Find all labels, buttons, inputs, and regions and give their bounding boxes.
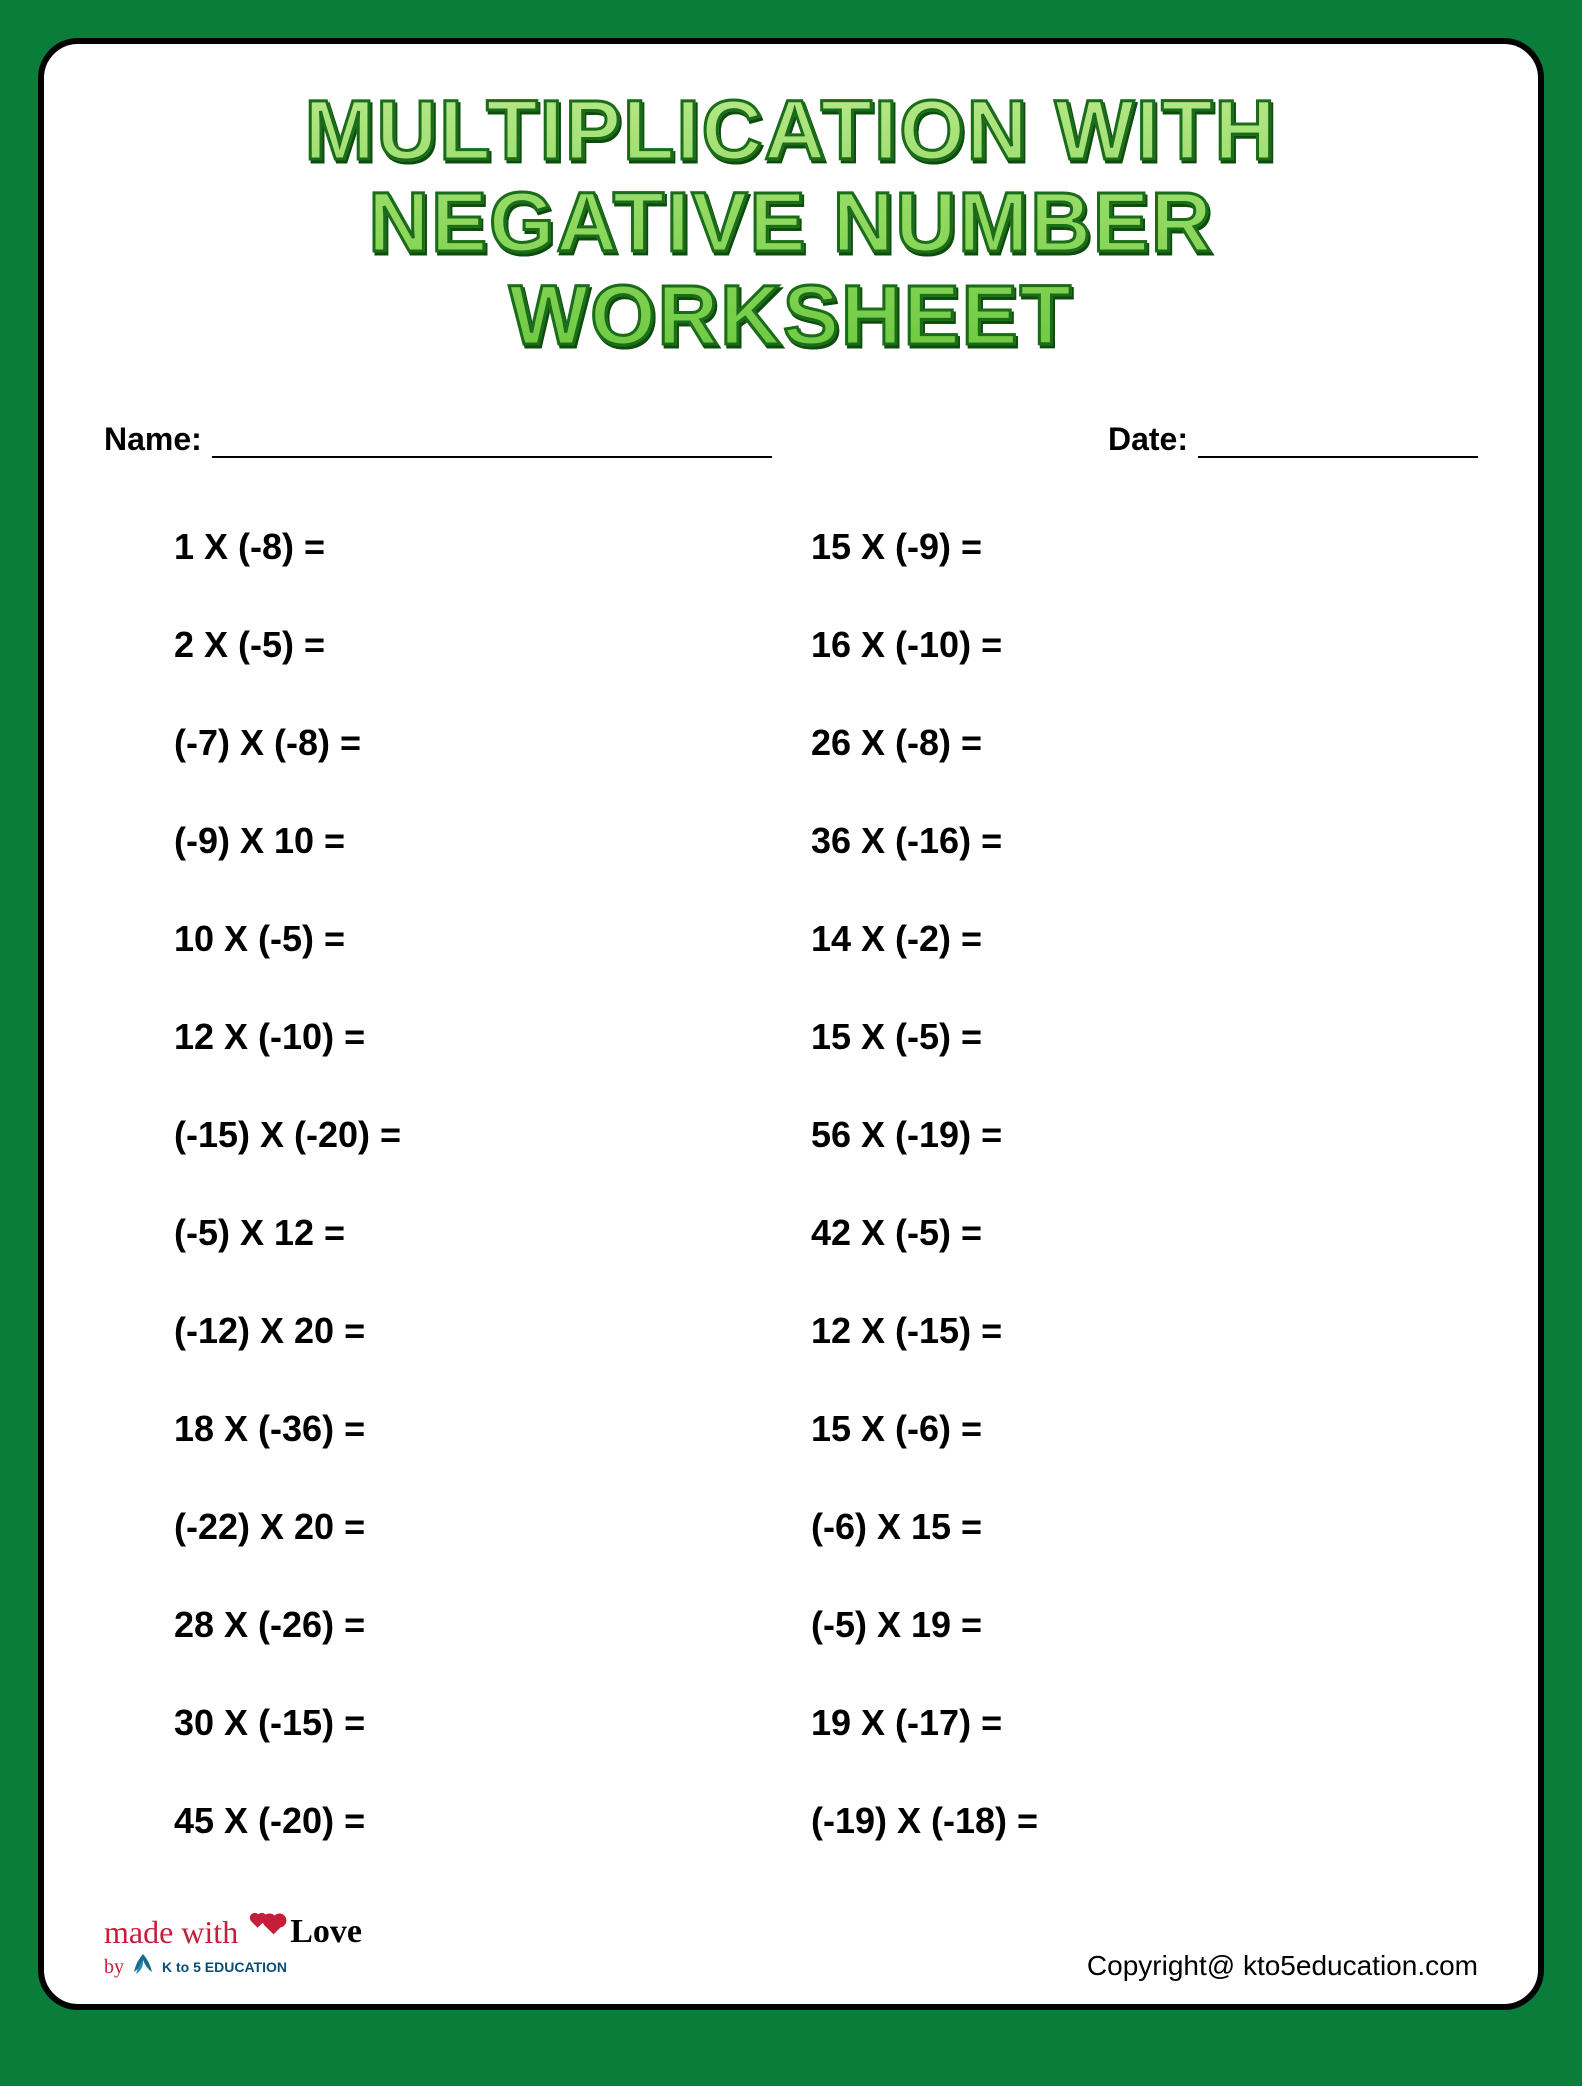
footer: made with Love by K to 5 EDUCATION Copyr… — [104, 1912, 1478, 1982]
k5-text: K to 5 EDUCATION — [162, 1959, 287, 1975]
problem-item: 14 X (-2) = — [811, 890, 1408, 988]
problem-item: 12 X (-10) = — [174, 988, 771, 1086]
problem-item: 36 X (-16) = — [811, 792, 1408, 890]
problem-item: (-19) X (-18) = — [811, 1772, 1408, 1870]
header-fields: Name: Date: — [104, 421, 1478, 458]
problem-item: (-15) X (-20) = — [174, 1086, 771, 1184]
problem-item: 10 X (-5) = — [174, 890, 771, 988]
date-label: Date: — [1108, 421, 1188, 458]
problem-item: 1 X (-8) = — [174, 498, 771, 596]
name-input-line[interactable] — [212, 422, 772, 458]
problem-item: (-12) X 20 = — [174, 1282, 771, 1380]
problem-item: 2 X (-5) = — [174, 596, 771, 694]
problem-item: 12 X (-15) = — [811, 1282, 1408, 1380]
problem-item: 15 X (-5) = — [811, 988, 1408, 1086]
problem-item: (-9) X 10 = — [174, 792, 771, 890]
problem-item: 56 X (-19) = — [811, 1086, 1408, 1184]
leaf-icon — [128, 1952, 158, 1982]
made-with-love-logo: made with Love by K to 5 EDUCATION — [104, 1912, 362, 1982]
problem-item: (-6) X 15 = — [811, 1478, 1408, 1576]
k5-logo: by K to 5 EDUCATION — [104, 1952, 287, 1982]
problem-item: (-7) X (-8) = — [174, 694, 771, 792]
date-input-line[interactable] — [1198, 422, 1478, 458]
page-title: MULTIPLICATION WITH NEGATIVE NUMBER WORK… — [104, 84, 1478, 361]
problem-item: 18 X (-36) = — [174, 1380, 771, 1478]
problem-item: 30 X (-15) = — [174, 1674, 771, 1772]
problem-item: 42 X (-5) = — [811, 1184, 1408, 1282]
copyright-text: Copyright@ kto5education.com — [1087, 1950, 1478, 1982]
problem-item: 15 X (-9) = — [811, 498, 1408, 596]
worksheet-page: MULTIPLICATION WITH NEGATIVE NUMBER WORK… — [38, 38, 1544, 2010]
problem-item: 45 X (-20) = — [174, 1772, 771, 1870]
made-with-text: made with — [104, 1914, 238, 1951]
made-with-line: made with Love — [104, 1912, 362, 1952]
problem-item: 15 X (-6) = — [811, 1380, 1408, 1478]
by-text: by — [104, 1956, 124, 1979]
problem-item: (-5) X 12 = — [174, 1184, 771, 1282]
problem-item: (-22) X 20 = — [174, 1478, 771, 1576]
problem-item: (-5) X 19 = — [811, 1576, 1408, 1674]
problem-item: 19 X (-17) = — [811, 1674, 1408, 1772]
hearts-icon — [244, 1912, 284, 1952]
problems-grid: 1 X (-8) = 15 X (-9) = 2 X (-5) = 16 X (… — [104, 498, 1478, 1870]
problem-item: 26 X (-8) = — [811, 694, 1408, 792]
date-field: Date: — [1108, 421, 1478, 458]
love-text: Love — [290, 1913, 362, 1951]
problem-item: 16 X (-10) = — [811, 596, 1408, 694]
name-field: Name: — [104, 421, 772, 458]
name-label: Name: — [104, 421, 202, 458]
problem-item: 28 X (-26) = — [174, 1576, 771, 1674]
